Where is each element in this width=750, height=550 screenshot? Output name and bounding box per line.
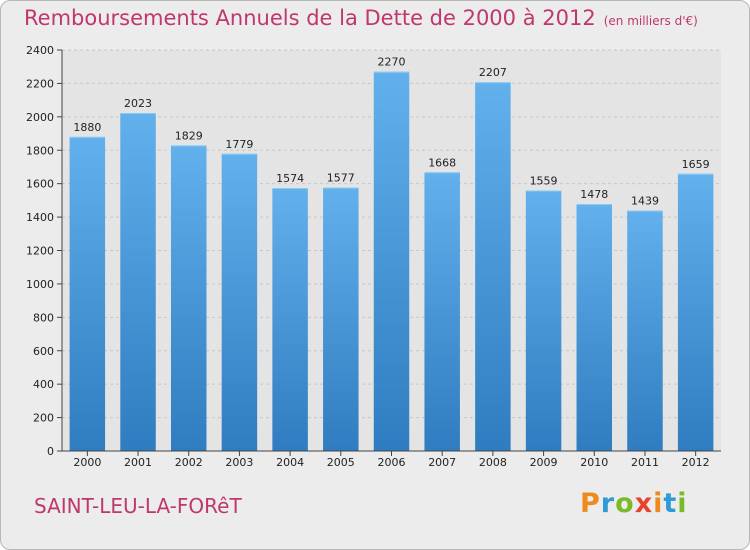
y-tick-label: 600 [33,345,54,358]
data-label: 1478 [580,188,608,201]
data-label: 2023 [124,97,152,110]
x-tick-label: 2004 [276,456,304,469]
bar-2010 [576,204,613,451]
x-tick-label: 2009 [530,456,558,469]
x-tick-label: 2008 [479,456,507,469]
logo-letter: o [615,488,635,519]
axes: 0 200 400 600 800 1000 1200 1400 1600 1800 2000 220… [26,44,721,469]
bar-2007 [424,172,460,451]
logo-letter: i [677,488,688,519]
x-tick-label: 2007 [428,456,456,469]
bar-2006 [373,71,410,452]
bar-2000 [69,136,106,451]
data-label: 1779 [225,138,253,151]
y-tick-label: 1400 [26,211,54,224]
logo-letter: x [634,488,654,519]
bar-2005 [323,187,359,451]
x-tick-label: 2000 [73,456,101,469]
x-tick-label: 2005 [327,456,355,469]
data-label: 1880 [73,121,101,134]
bars: 1880 2023 1829 1779 1574 1577 2270 1668 2207 1559… [69,56,714,452]
logo-letter: i [653,488,664,519]
x-tick-label: 2012 [682,456,710,469]
logo-letter: P [580,488,601,519]
chart-title: Remboursements Annuels de la Dette de 20… [24,6,698,30]
data-label: 1577 [327,172,355,185]
x-tick-label: 2003 [225,456,253,469]
data-label: 1574 [276,172,304,185]
proxiti-logo: Proxiti [580,488,688,519]
logo-letter: t [663,488,678,519]
y-tick-label: 2000 [26,111,54,124]
logo-letter: r [600,488,616,519]
data-label: 1559 [530,175,558,188]
bar-2012 [677,173,714,451]
y-tick-label: 2400 [26,44,54,57]
y-tick-label: 0 [47,445,54,458]
bar-2008 [475,82,511,452]
bar-2004 [272,188,308,451]
title-text: Remboursements Annuels de la Dette de 20… [24,6,596,30]
x-tick-label: 2010 [580,456,608,469]
x-tick-label: 2002 [175,456,203,469]
y-tick-label: 2200 [26,77,54,90]
data-label: 1829 [175,129,203,142]
data-label: 2207 [479,66,507,79]
y-tick-label: 200 [33,412,54,425]
y-tick-label: 1800 [26,144,54,157]
bar-2003 [221,153,258,452]
data-label: 2270 [378,56,406,69]
data-label: 1668 [428,156,456,169]
title-unit: (en milliers d'€) [603,14,698,28]
y-tick-label: 1000 [26,278,54,291]
bar-2001 [120,112,156,451]
y-tick-label: 800 [33,311,54,324]
bar-2011 [627,210,663,451]
bar-2009 [525,190,562,451]
data-label: 1659 [682,158,710,171]
city-name: SAINT-LEU-LA-FORêT [34,494,242,518]
y-tick-label: 400 [33,378,54,391]
data-label: 1439 [631,195,659,208]
x-tick-label: 2011 [631,456,659,469]
y-tick-label: 1200 [26,245,54,258]
x-tick-label: 2006 [378,456,406,469]
x-tick-label: 2001 [124,456,152,469]
bar-2002 [170,145,207,451]
y-tick-label: 1600 [26,178,54,191]
